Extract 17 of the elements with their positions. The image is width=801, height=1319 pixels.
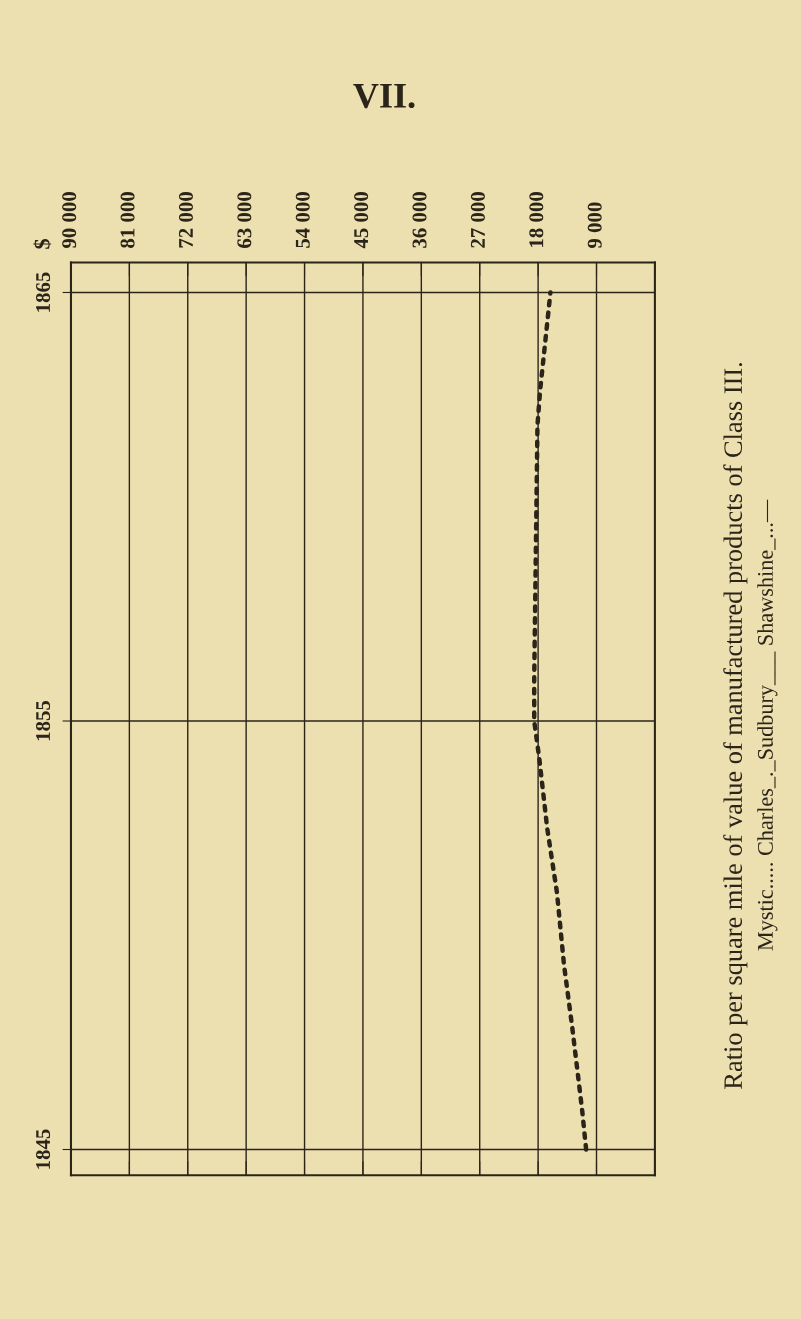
- x-tick-label: 18 000: [529, 192, 544, 247]
- text: VII.: [353, 83, 415, 109]
- x-tick-label: 9 000: [587, 202, 602, 249]
- y-tick-label: 1865: [36, 272, 51, 312]
- x-tick-label: 45 000: [354, 192, 369, 249]
- y-tick-label: 1855: [36, 700, 51, 741]
- text: $: [33, 239, 52, 249]
- text: Mystic..... Charles_._Sudbury___ Shawshine_...—: [757, 499, 778, 951]
- x-tick-label: 72 000: [178, 192, 193, 248]
- x-tick-label: 36 000: [412, 192, 427, 248]
- y-tick-label: 1845: [36, 1129, 51, 1169]
- text: Ratio per square mile of value of manufactured products of Class III.: [723, 363, 748, 1089]
- x-tick-label: 54 000: [295, 192, 310, 248]
- x-tick-label: 63 000: [237, 192, 252, 248]
- x-tick-label: 27 000: [470, 192, 485, 248]
- x-tick-label: 81 000: [120, 192, 135, 248]
- x-tick-label: 90 000: [62, 192, 77, 249]
